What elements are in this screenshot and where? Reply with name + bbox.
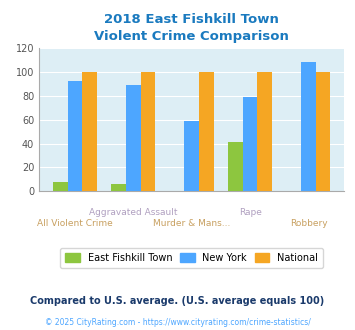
Text: All Violent Crime: All Violent Crime <box>37 219 113 228</box>
Text: Compared to U.S. average. (U.S. average equals 100): Compared to U.S. average. (U.S. average … <box>31 296 324 306</box>
Bar <box>141 72 155 191</box>
Bar <box>301 62 316 191</box>
Text: Robbery: Robbery <box>290 219 327 228</box>
Bar <box>82 72 97 191</box>
Bar <box>67 82 82 191</box>
Bar <box>111 184 126 191</box>
Text: Aggravated Assault: Aggravated Assault <box>89 208 178 217</box>
Bar <box>316 72 331 191</box>
Legend: East Fishkill Town, New York, National: East Fishkill Town, New York, National <box>60 248 323 268</box>
Bar <box>53 182 67 191</box>
Text: Murder & Mans...: Murder & Mans... <box>153 219 230 228</box>
Text: Rape: Rape <box>239 208 262 217</box>
Title: 2018 East Fishkill Town
Violent Crime Comparison: 2018 East Fishkill Town Violent Crime Co… <box>94 13 289 43</box>
Bar <box>257 72 272 191</box>
Bar <box>228 142 243 191</box>
Bar <box>199 72 214 191</box>
Bar <box>243 97 257 191</box>
Bar <box>184 121 199 191</box>
Text: © 2025 CityRating.com - https://www.cityrating.com/crime-statistics/: © 2025 CityRating.com - https://www.city… <box>45 318 310 327</box>
Bar <box>126 85 141 191</box>
